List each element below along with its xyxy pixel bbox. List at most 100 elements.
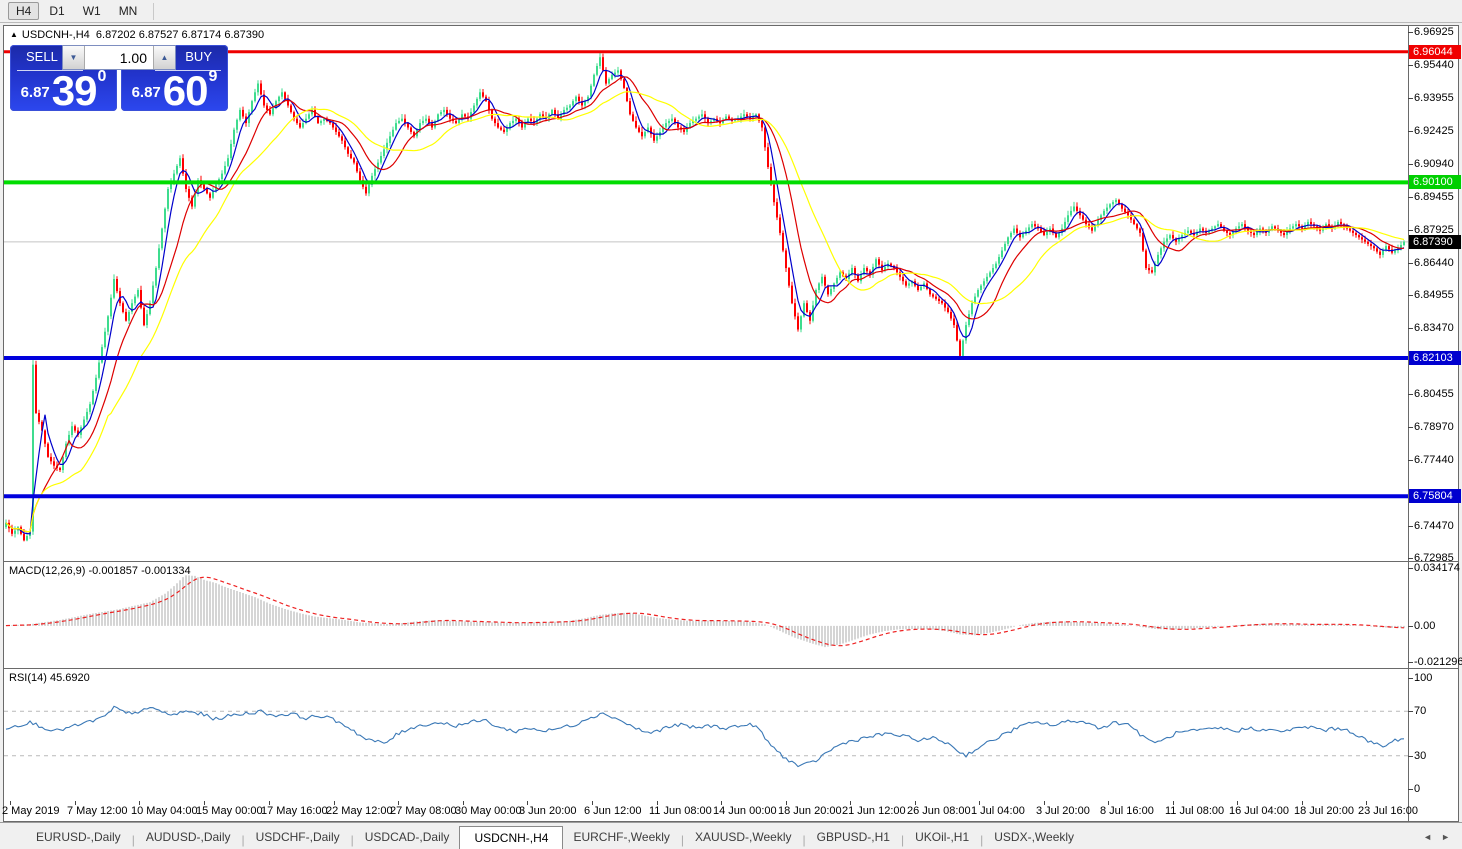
price-tick-mark (1408, 568, 1413, 569)
time-tick-mark (850, 801, 851, 805)
time-tick-mark (657, 801, 658, 805)
one-click-trade-widget: SELL 6.87 39 0 BUY 6.87 60 9 ▼ 1.00 ▲ (10, 45, 228, 112)
time-tick-label: 2 May 2019 (2, 805, 60, 817)
macd-tick-label: 0.034174 (1414, 562, 1460, 574)
price-tick-label: 6.77440 (1414, 454, 1454, 466)
time-tick-mark (398, 801, 399, 805)
volume-input[interactable]: 1.00 (85, 46, 153, 69)
price-axis-separator (1408, 25, 1409, 822)
time-axis[interactable] (3, 801, 1459, 822)
level-price-badge: 6.96044 (1409, 45, 1461, 59)
timeframe-button-mn[interactable]: MN (118, 4, 138, 18)
chart-title: ▲ USDCNH-,H4 6.87202 6.87527 6.87174 6.87… (10, 29, 264, 41)
macd-name: MACD(12,26,9) (9, 565, 86, 577)
tab-audusd-daily[interactable]: AUDUSD-,Daily (145, 830, 231, 844)
chart-symbol: USDCNH-,H4 (21, 29, 90, 41)
time-tick-label: 8 Jul 16:00 (1100, 805, 1154, 817)
price-tick-mark (1408, 427, 1413, 428)
sell-button[interactable]: SELL (26, 49, 58, 64)
price-tick-label: 6.83470 (1414, 322, 1454, 334)
tab-separator: | (241, 833, 245, 847)
time-tick-label: 18 Jul 20:00 (1294, 805, 1354, 817)
tab-eurchf-weekly[interactable]: EURCHF-,Weekly (573, 830, 670, 844)
price-tick-mark (1408, 756, 1413, 757)
price-tick-mark (1408, 32, 1413, 33)
price-tick-label: 6.74470 (1414, 520, 1454, 532)
price-tick-mark (1408, 295, 1413, 296)
tab-scroll-right-icon[interactable]: ► (1441, 832, 1450, 842)
price-tick-label: 6.90940 (1414, 158, 1454, 170)
price-tick-mark (1408, 197, 1413, 198)
time-tick-label: 27 May 08:00 (390, 805, 457, 817)
tab-usdcad-daily[interactable]: USDCAD-,Daily (364, 830, 450, 844)
price-tick-mark (1408, 131, 1413, 132)
sell-underline (17, 70, 83, 71)
timeframe-button-w1[interactable]: W1 (82, 4, 101, 18)
tab-usdchf-daily[interactable]: USDCHF-,Daily (255, 830, 340, 844)
timeframe-button-d1[interactable]: D1 (49, 4, 65, 18)
macd-tick-label: 0.00 (1414, 620, 1436, 632)
level-price-badge: 6.75804 (1409, 489, 1461, 503)
price-tick-label: 6.87925 (1414, 224, 1454, 236)
timeframe-toolbar: H4 D1 W1 MN (0, 0, 1462, 23)
time-tick-label: 10 May 04:00 (131, 805, 198, 817)
time-tick-mark (10, 801, 11, 805)
tab-xauusd-weekly[interactable]: XAUUSD-,Weekly (695, 830, 792, 844)
tab-separator: | (131, 833, 135, 847)
time-tick-label: 7 May 12:00 (67, 805, 128, 817)
price-tick-label: 6.72985 (1414, 552, 1454, 564)
time-tick-label: 17 May 16:00 (261, 805, 328, 817)
time-tick-mark (786, 801, 787, 805)
chart-tab-bar: EURUSD-,Daily | AUDUSD-,Daily | USDCHF-,Dail… (0, 822, 1462, 849)
price-tick-mark (1408, 98, 1413, 99)
rsi-name: RSI(14) (9, 672, 47, 684)
tab-separator: | (680, 833, 685, 847)
bid-price-badge: 6.87390 (1409, 235, 1461, 249)
time-tick-mark (75, 801, 76, 805)
price-tick-mark (1408, 626, 1413, 627)
level-price-badge: 6.82103 (1409, 351, 1461, 365)
sell-price: 6.87 39 0 (10, 68, 117, 112)
tab-usdcnh-h4[interactable]: USDCNH-,H4 (459, 826, 564, 849)
time-tick-mark (1044, 801, 1045, 805)
time-tick-label: 30 May 00:00 (455, 805, 522, 817)
time-tick-label: 14 Jun 00:00 (713, 805, 777, 817)
rsi-canvas[interactable] (4, 669, 1408, 801)
time-tick-mark (269, 801, 270, 805)
time-tick-label: 18 Jun 20:00 (778, 805, 842, 817)
time-tick-label: 3 Jul 20:00 (1036, 805, 1090, 817)
tab-gbpusd-h1[interactable]: GBPUSD-,H1 (816, 830, 890, 844)
level-price-badge: 6.90100 (1409, 175, 1461, 189)
price-tick-mark (1408, 65, 1413, 66)
rsi-tick-label: 100 (1414, 672, 1433, 684)
price-tick-label: 6.89455 (1414, 191, 1454, 203)
sell-panel[interactable]: SELL 6.87 39 0 (10, 45, 117, 112)
time-tick-mark (1237, 801, 1238, 805)
toolbar-separator (153, 2, 155, 20)
tab-separator: | (980, 833, 984, 847)
price-tick-label: 6.96925 (1414, 26, 1454, 38)
price-tick-label: 6.84955 (1414, 289, 1454, 301)
price-tick-mark (1408, 164, 1413, 165)
volume-decrease-button[interactable]: ▼ (63, 46, 85, 69)
tab-ukoil-h1[interactable]: UKOil-,H1 (915, 830, 970, 844)
tab-eurusd-daily[interactable]: EURUSD-,Daily (36, 830, 121, 844)
price-tick-label: 6.95440 (1414, 59, 1454, 71)
timeframe-button-h4[interactable]: H4 (8, 2, 40, 20)
tab-scroll-left-icon[interactable]: ◄ (1423, 832, 1432, 842)
tab-usdx-weekly[interactable]: USDX-,Weekly (994, 830, 1075, 844)
time-tick-label: 6 Jun 12:00 (584, 805, 642, 817)
volume-increase-button[interactable]: ▲ (153, 46, 175, 69)
macd-canvas[interactable] (4, 562, 1408, 668)
buy-button[interactable]: BUY (185, 49, 212, 64)
sell-price-sup: 0 (97, 68, 107, 85)
time-tick-mark (721, 801, 722, 805)
time-tick-label: 11 Jun 08:00 (649, 805, 712, 817)
macd-tick-label: -0.021296 (1414, 656, 1462, 668)
price-tick-mark (1408, 789, 1413, 790)
price-tick-label: 6.80455 (1414, 388, 1454, 400)
tab-separator: | (350, 833, 354, 847)
price-tick-mark (1408, 328, 1413, 329)
price-chart-canvas[interactable] (4, 26, 1408, 561)
time-tick-mark (334, 801, 335, 805)
